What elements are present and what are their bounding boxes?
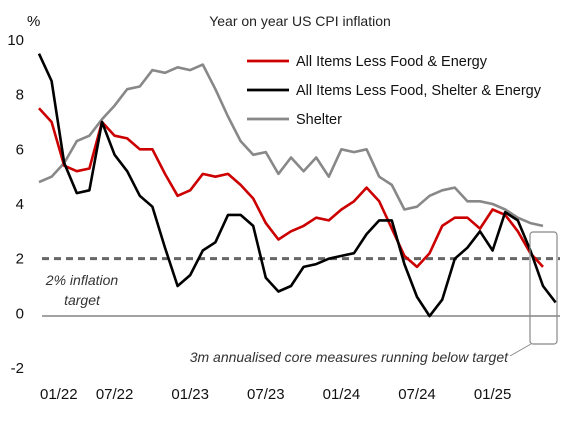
x-tick-label: 07/23: [247, 386, 285, 403]
annotation-text: 3m annualised core measures running belo…: [190, 349, 509, 365]
target-label: 2% inflation target: [45, 272, 119, 308]
y-tick-label: 4: [16, 196, 24, 213]
x-tick-label: 07/22: [96, 386, 134, 403]
y-tick-label: 8: [16, 87, 24, 104]
y-tick-label: 0: [16, 305, 24, 322]
y-tick-label: 10: [7, 32, 24, 49]
legend-label: All Items Less Food, Shelter & Energy: [296, 83, 542, 99]
annotation-box: [529, 231, 558, 345]
y-axis-unit-label: %: [27, 13, 40, 30]
legend: All Items Less Food & Energy All Items Le…: [247, 54, 542, 128]
series-line-1: [37, 53, 557, 318]
series-lines: [37, 53, 557, 318]
chart-title: Year on year US CPI inflation: [209, 13, 391, 29]
series-line-0: [38, 107, 544, 269]
legend-label: Shelter: [296, 112, 342, 128]
x-tick-label: 01/25: [474, 386, 512, 403]
legend-label: All Items Less Food & Energy: [296, 54, 488, 70]
y-tick-label: 6: [16, 141, 24, 158]
y-tick-labels: -2 0 2 4 6 8 10: [7, 32, 24, 377]
x-tick-label: 01/23: [171, 386, 209, 403]
x-tick-labels: 01/22 07/22 01/23 07/23 01/24 07/24 01/25: [40, 386, 511, 403]
y-tick-label: 2: [16, 251, 24, 268]
annotation-pointer: [509, 343, 532, 357]
y-tick-label: -2: [11, 360, 24, 377]
x-tick-label: 01/24: [323, 386, 361, 403]
series-line-2: [38, 63, 544, 228]
x-tick-label: 01/22: [40, 386, 78, 403]
x-tick-label: 07/24: [398, 386, 436, 403]
